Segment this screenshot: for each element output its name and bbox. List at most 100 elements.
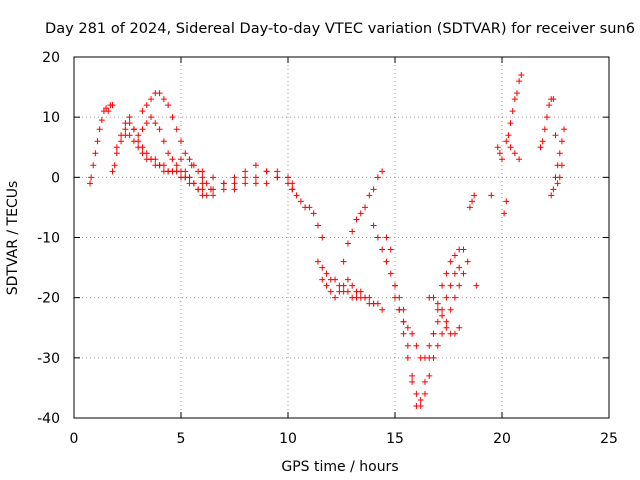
data-point [323, 270, 330, 277]
data-point [413, 342, 420, 349]
x-tick-label: 15 [386, 431, 404, 447]
data-point [109, 102, 116, 109]
data-point [417, 402, 424, 409]
data-point [548, 192, 555, 199]
data-point [379, 306, 386, 313]
data-point [252, 180, 259, 187]
data-point [554, 162, 561, 169]
data-point [344, 288, 351, 295]
y-axis-label: SDTVAR / TECUs [5, 181, 21, 296]
data-point [392, 282, 398, 289]
data-point [87, 180, 94, 187]
data-point [353, 288, 360, 295]
data-point [199, 186, 206, 193]
data-point [374, 234, 381, 241]
series-arc-desc [289, 186, 326, 241]
data-point [178, 138, 184, 145]
data-point [344, 276, 351, 283]
y-tick-label: -40 [37, 411, 60, 427]
data-point [160, 96, 167, 103]
data-point [263, 168, 270, 175]
data-point [430, 330, 437, 337]
data-point [289, 186, 296, 193]
data-point [379, 246, 386, 253]
data-point [552, 132, 559, 139]
data-point [96, 126, 103, 133]
series-arc-m [494, 72, 525, 217]
data-point [494, 144, 501, 151]
data-point [274, 168, 281, 175]
data-point [169, 156, 176, 163]
data-point [113, 150, 120, 157]
data-point [451, 330, 458, 337]
data-point [314, 258, 321, 265]
data-point [507, 120, 514, 127]
data-point [152, 120, 159, 127]
y-tick-label: 20 [42, 50, 60, 66]
tick-labels: 0 5 10 15 20 25 -40 -30 -20 -10 0 10 20 [37, 50, 618, 447]
data-point [344, 240, 351, 247]
series-arc-mid2 [199, 168, 291, 193]
data-point [370, 300, 377, 307]
data-point [400, 330, 407, 337]
y-tick-label: 10 [42, 110, 60, 126]
data-point [362, 294, 369, 301]
data-point [451, 270, 458, 277]
grid-lines [74, 57, 609, 418]
data-point [135, 144, 142, 151]
data-point [413, 390, 420, 397]
data-point [122, 126, 129, 133]
data-point [409, 378, 416, 385]
data-point [383, 258, 390, 265]
data-point [126, 114, 133, 121]
data-point [511, 150, 518, 157]
series-arc-i [392, 264, 463, 361]
data-point [126, 132, 133, 139]
data-point [447, 258, 454, 265]
data-point [417, 396, 424, 403]
data-point [319, 276, 326, 283]
data-point [210, 192, 217, 199]
data-point [182, 168, 189, 175]
data-point [190, 180, 197, 187]
data-point [143, 120, 150, 127]
data-point [469, 198, 476, 205]
data-point [558, 138, 565, 145]
data-point [473, 282, 480, 289]
data-point [430, 354, 437, 361]
data-point [496, 150, 503, 157]
data-point [242, 180, 249, 187]
x-tick-label: 20 [493, 431, 511, 447]
data-point [165, 102, 172, 109]
data-point [409, 330, 416, 337]
series-arc-l [466, 192, 495, 289]
data-point [182, 150, 189, 157]
series-arc-p [548, 138, 565, 199]
data-point [109, 168, 116, 175]
data-point [220, 180, 227, 187]
data-point [439, 306, 446, 313]
data-point [434, 300, 441, 307]
data-point [443, 318, 450, 325]
data-point [210, 174, 217, 181]
data-point [501, 210, 508, 217]
data-point [252, 174, 259, 181]
data-point [310, 210, 317, 217]
data-point [370, 186, 377, 193]
data-point [340, 282, 347, 289]
data-point [556, 150, 563, 157]
data-point [242, 168, 249, 175]
data-point [210, 186, 217, 193]
data-point [252, 162, 259, 169]
data-point [409, 372, 416, 379]
data-points [87, 72, 568, 409]
data-point [509, 108, 516, 115]
data-point [507, 144, 514, 151]
data-point [541, 126, 548, 133]
data-point [199, 168, 206, 175]
data-point [274, 174, 281, 181]
data-point [297, 198, 304, 205]
data-point [488, 192, 495, 199]
data-point [336, 288, 343, 295]
series-arc-mid3 [210, 174, 296, 199]
